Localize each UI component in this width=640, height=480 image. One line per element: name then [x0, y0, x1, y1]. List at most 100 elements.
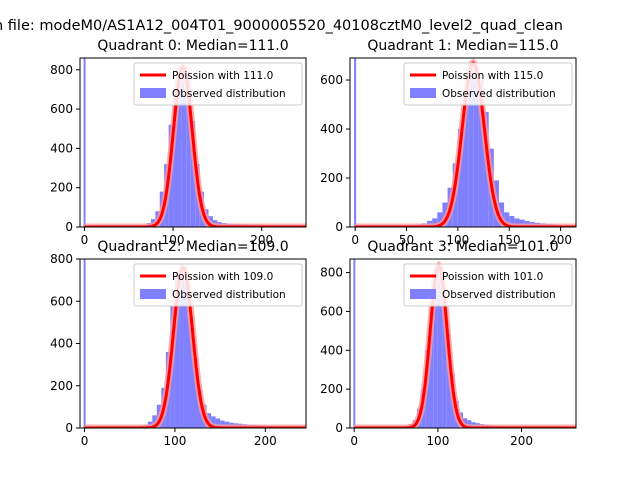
quadrant-2-hist-bar [183, 280, 189, 428]
quadrant-0-ytick-label: 400 [50, 141, 73, 155]
quadrant-1-hist-bar [478, 80, 484, 227]
quadrant-0-ytick-label: 800 [50, 63, 73, 77]
quadrant-2-zero-spike [83, 259, 86, 428]
quadrant-2-hist-bar [152, 415, 157, 428]
quadrant-3-legend-hist-label: Observed distribution [442, 289, 556, 301]
quadrant-2-hist-bar [215, 418, 221, 428]
quadrant-1-legend-hist-label: Observed distribution [442, 88, 556, 100]
quadrant-1-ytick-label: 200 [320, 171, 343, 185]
quadrant-3-zero-spike [353, 259, 356, 428]
quadrant-1-ytick-label: 0 [335, 220, 343, 234]
quadrant-1-hist-bar [519, 219, 525, 227]
quadrant-0-hist-bar [190, 120, 196, 227]
quadrant-0-hist-bar [181, 65, 187, 227]
quadrant-1-title: Quadrant 1: Median=115.0 [367, 38, 558, 54]
quadrant-0-hist-bar [173, 89, 178, 227]
quadrant-1-hist-bar [468, 70, 474, 227]
quadrant-3-legend-box [403, 263, 573, 307]
quadrant-1-xtick-label: 50 [399, 233, 414, 247]
quadrant-1-xtick-label: 100 [446, 233, 469, 247]
quadrant-1-axes-frame [349, 57, 577, 228]
quadrant-1-hist-bar [432, 218, 438, 227]
quadrant-0-legend-box [133, 62, 303, 106]
quadrant-1-hist-bar [473, 65, 479, 227]
quadrant-0-xtick-label: 0 [81, 233, 89, 247]
quadrant-2-ytick-label: 0 [65, 421, 73, 435]
quadrant-1-hist-bar [437, 212, 443, 227]
quadrant-1-hist-bar [463, 89, 469, 227]
quadrant-3-hist-bar [446, 334, 451, 428]
quadrant-2-ytick-label: 800 [50, 252, 73, 266]
quadrant-0-title: Quadrant 0: Median=111.0 [97, 38, 288, 54]
quadrant-1-legend-patch [410, 88, 436, 98]
quadrant-2-plot-area [83, 259, 306, 428]
quadrant-2-ytick-label: 400 [50, 337, 73, 351]
quadrant-3-xtick-label: 0 [350, 434, 358, 448]
quadrant-2-hist-bar [193, 358, 198, 428]
quadrant-0-xtick-label: 100 [162, 233, 185, 247]
quadrant-2-legend-model-label: Poission with 109.0 [172, 271, 273, 283]
quadrant-2-xtick-label: 200 [254, 434, 277, 448]
quadrant-3-model-curve [354, 263, 576, 428]
quadrant-1-xtick-label: 150 [498, 233, 521, 247]
quadrant-1-ytick-label: 600 [320, 73, 343, 87]
quadrant-1-hist-bar [514, 218, 520, 227]
quadrant-1-hist-bar [457, 129, 463, 227]
quadrant-0-plot-area [83, 58, 306, 227]
quadrant-3-hist-bar [467, 420, 472, 428]
quadrant-3-title: Quadrant 3: Median=101.0 [367, 239, 558, 255]
quadrant-0-hist-bar [186, 79, 191, 227]
quadrant-1-hist-bar [504, 212, 510, 227]
quadrant-0-hist-bar [177, 67, 182, 227]
quadrant-2-title: Quadrant 2: Median=109.0 [97, 239, 288, 255]
quadrant-3-legend-patch [410, 289, 436, 299]
quadrant-0-zero-spike [83, 58, 86, 227]
quadrant-3-hist-bar [429, 303, 434, 428]
quadrant-3-ytick-label: 800 [320, 266, 343, 280]
quadrant-0-model-curve [84, 64, 306, 227]
quadrant-2-hist-bar [179, 267, 184, 428]
quadrant-0-ytick-label: 0 [65, 220, 73, 234]
quadrant-2-hist-bar [211, 416, 216, 428]
quadrant-1-legend-model-label: Poission with 115.0 [442, 70, 543, 82]
figure-title: n file: modeM0/AS1A12_004T01_9000005520_… [0, 18, 563, 34]
quadrant-1-hist-bar [509, 215, 515, 227]
quadrant-3-axes-frame [349, 258, 577, 429]
quadrant-2-ytick-label: 200 [50, 379, 73, 393]
quadrant-0-legend-model-label: Poission with 111.0 [172, 70, 273, 82]
quadrant-3-ytick-label: 400 [320, 343, 343, 357]
quadrant-2-legend-patch [140, 289, 166, 299]
quadrant-0-panel: 0 100 200 0 200 400 600 800 Poission with 111.0 O… [50, 38, 307, 247]
quadrant-2-legend-hist-label: Observed distribution [172, 289, 286, 301]
quadrant-3-hist-bar [437, 266, 443, 428]
quadrant-1-panel: 0 50 100 150 200 0 200 400 600 Poission with 115.… [320, 38, 577, 247]
quadrant-0-xtick-label: 200 [250, 233, 273, 247]
quadrant-2-legend-box [133, 263, 303, 307]
quadrant-0-ytick-label: 600 [50, 102, 73, 116]
quadrant-1-zero-spike [354, 58, 357, 227]
quadrant-3-ytick-label: 200 [320, 382, 343, 396]
quadrant-1-ytick-label: 400 [320, 122, 343, 136]
quadrant-2-model-curve [84, 265, 306, 428]
quadrant-3-xtick-label: 100 [426, 434, 449, 448]
quadrant-3-ytick-label: 0 [335, 421, 343, 435]
quadrant-2-hist-bar [220, 420, 225, 428]
quadrant-2-panel: 0 100 200 0 200 400 600 800 Poission with 109.0 O… [50, 239, 307, 448]
quadrant-1-xtick-label: 0 [351, 233, 359, 247]
quadrant-2-hist-bar [188, 318, 193, 428]
quadrant-3-hist-bar [433, 268, 438, 428]
quadrant-0-axes-frame [79, 57, 307, 228]
quadrant-2-xtick-label: 0 [81, 434, 89, 448]
quadrant-2-ytick-label: 600 [50, 294, 73, 308]
quadrant-0-legend-patch [140, 88, 166, 98]
quadrant-0-ytick-label: 200 [50, 181, 73, 195]
quadrant-3-legend-model-label: Poission with 101.0 [442, 271, 543, 283]
quadrant-3-panel: 0 100 200 0 200 400 600 800 Poission with 101.0 O… [320, 239, 577, 448]
quadrant-0-legend-hist-label: Observed distribution [172, 88, 286, 100]
quadrant-3-ytick-label: 600 [320, 304, 343, 318]
quadrant-2-hist-bar [174, 271, 180, 428]
quadrant-3-hist-bar [442, 292, 447, 428]
quadrant-1-xtick-label: 200 [549, 233, 572, 247]
quadrant-3-xtick-label: 200 [510, 434, 533, 448]
